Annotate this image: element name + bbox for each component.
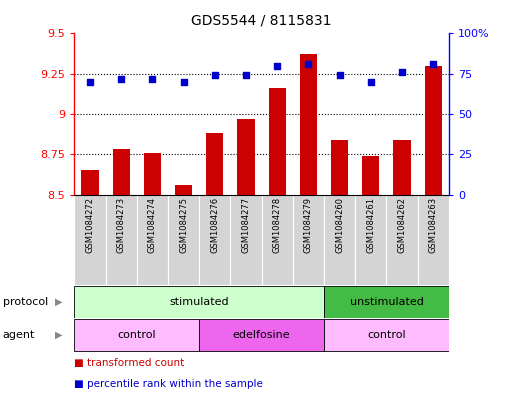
Bar [269, 88, 286, 195]
Text: GSM1084273: GSM1084273 [116, 197, 126, 253]
Text: protocol: protocol [3, 297, 48, 307]
Point [429, 61, 438, 67]
Text: control: control [367, 330, 406, 340]
Text: GSM1084277: GSM1084277 [242, 197, 250, 253]
Bar [324, 286, 449, 318]
Bar [74, 319, 199, 351]
Bar [362, 156, 380, 195]
Bar [175, 185, 192, 195]
Text: GSM1084278: GSM1084278 [273, 197, 282, 253]
Bar [82, 171, 98, 195]
Bar [386, 195, 418, 285]
Bar [324, 195, 355, 285]
Point [117, 75, 125, 82]
Point [367, 79, 375, 85]
Text: agent: agent [3, 330, 35, 340]
Bar [355, 195, 386, 285]
Text: GSM1084261: GSM1084261 [366, 197, 376, 253]
Bar [106, 195, 137, 285]
Bar [418, 195, 449, 285]
Bar [74, 286, 324, 318]
Point [398, 69, 406, 75]
Point [211, 72, 219, 79]
Bar [206, 133, 223, 195]
Bar [324, 319, 449, 351]
Text: ▶: ▶ [55, 297, 63, 307]
Bar [168, 195, 199, 285]
Point [273, 62, 281, 69]
Text: ■ transformed count: ■ transformed count [74, 358, 185, 367]
Text: stimulated: stimulated [169, 297, 229, 307]
Bar [425, 66, 442, 195]
Text: GSM1084276: GSM1084276 [210, 197, 220, 253]
Bar [238, 119, 254, 195]
Bar [199, 319, 324, 351]
Text: control: control [117, 330, 156, 340]
Text: GSM1084275: GSM1084275 [179, 197, 188, 253]
Text: GSM1084263: GSM1084263 [429, 197, 438, 253]
Text: GSM1084272: GSM1084272 [86, 197, 94, 253]
Bar [293, 195, 324, 285]
Text: GSM1084262: GSM1084262 [398, 197, 407, 253]
Text: ■ percentile rank within the sample: ■ percentile rank within the sample [74, 379, 263, 389]
Bar [230, 195, 262, 285]
Text: GSM1084260: GSM1084260 [335, 197, 344, 253]
Bar [393, 140, 410, 195]
Point [148, 75, 156, 82]
Bar [262, 195, 293, 285]
Bar [199, 195, 230, 285]
Text: GDS5544 / 8115831: GDS5544 / 8115831 [191, 14, 332, 28]
Text: ▶: ▶ [55, 330, 63, 340]
Text: edelfosine: edelfosine [233, 330, 290, 340]
Point [86, 79, 94, 85]
Point [180, 79, 188, 85]
Bar [74, 195, 106, 285]
Text: GSM1084274: GSM1084274 [148, 197, 157, 253]
Point [304, 61, 312, 67]
Text: unstimulated: unstimulated [349, 297, 423, 307]
Point [242, 72, 250, 79]
Bar [331, 140, 348, 195]
Bar [300, 54, 317, 195]
Point [336, 72, 344, 79]
Bar [137, 195, 168, 285]
Bar [113, 149, 130, 195]
Text: GSM1084279: GSM1084279 [304, 197, 313, 253]
Bar [144, 152, 161, 195]
